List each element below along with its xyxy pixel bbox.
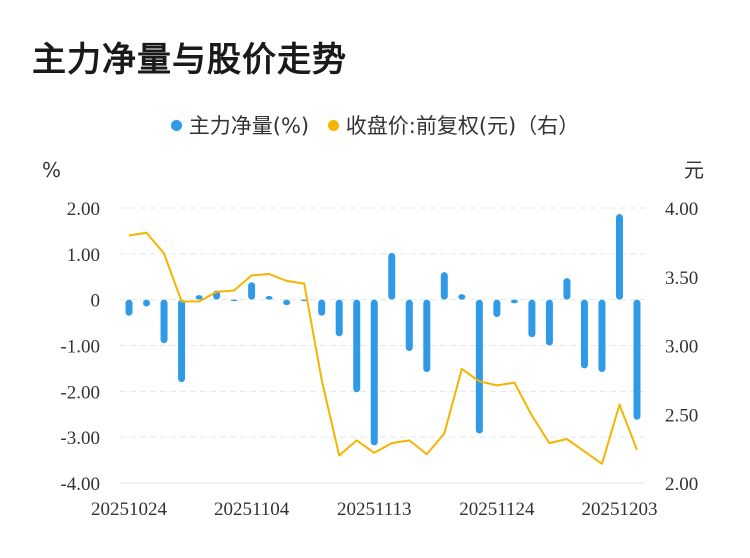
- left-tick-label: 0: [91, 291, 101, 312]
- right-axis-unit: 元: [684, 158, 704, 182]
- x-tick-label: 20251203: [581, 499, 657, 520]
- net-volume-bar[interactable]: [318, 299, 326, 316]
- left-tick-label: 2.00: [67, 199, 100, 220]
- legend: 主力净量(%) 收盘价:前复权(元)（右）: [0, 110, 750, 140]
- net-volume-bar[interactable]: [178, 299, 186, 383]
- net-volume-bar[interactable]: [335, 299, 343, 337]
- net-volume-bar[interactable]: [545, 299, 553, 346]
- gridlines: [120, 207, 645, 484]
- net-volume-bar[interactable]: [195, 295, 203, 300]
- line-series: [128, 231, 638, 465]
- left-tick-label: -1.00: [60, 337, 100, 358]
- right-tick-label: 2.00: [665, 474, 698, 495]
- net-volume-bar[interactable]: [283, 299, 291, 306]
- net-volume-bar[interactable]: [598, 299, 606, 373]
- chart-title: 主力净量与股价走势: [32, 40, 347, 80]
- legend-label-close-price: 收盘价:前复权(元)（右）: [345, 114, 580, 138]
- close-price-line[interactable]: [128, 231, 638, 465]
- bar-series: [125, 213, 641, 446]
- x-axis-ticks: 20251024 20251104 20251113 20251124 20251203: [91, 499, 657, 520]
- left-axis-unit: %: [42, 158, 61, 182]
- net-volume-bar[interactable]: [458, 294, 466, 300]
- legend-marker-net-volume: [170, 119, 182, 131]
- right-tick-label: 3.50: [665, 268, 698, 289]
- net-volume-bar[interactable]: [528, 299, 536, 338]
- net-volume-bar[interactable]: [300, 299, 308, 302]
- net-volume-bar[interactable]: [353, 299, 361, 393]
- legend-item-net-volume[interactable]: 主力净量(%): [170, 110, 310, 140]
- net-volume-bar[interactable]: [615, 213, 623, 300]
- legend-item-close-price[interactable]: 收盘价:前复权(元)（右）: [327, 110, 580, 140]
- net-volume-bar[interactable]: [475, 299, 483, 434]
- x-tick-label: 20251113: [337, 499, 412, 520]
- legend-label-net-volume: 主力净量(%): [188, 114, 310, 138]
- legend-marker-close-price: [327, 119, 339, 131]
- right-axis-ticks: 4.00 3.50 3.00 2.50 2.00: [665, 199, 698, 495]
- net-volume-bar[interactable]: [265, 296, 273, 300]
- net-volume-bar[interactable]: [248, 282, 256, 300]
- left-tick-label: 1.00: [67, 245, 100, 266]
- net-volume-bar[interactable]: [370, 299, 378, 446]
- net-volume-bar[interactable]: [580, 299, 588, 369]
- left-axis-ticks: 2.00 1.00 0 -1.00 -2.00 -3.00 -4.00: [60, 199, 100, 495]
- net-volume-bar[interactable]: [633, 299, 641, 420]
- right-tick-label: 2.50: [665, 405, 698, 426]
- x-tick-label: 20251024: [91, 499, 168, 520]
- net-volume-bar[interactable]: [423, 299, 431, 373]
- x-tick-label: 20251104: [214, 499, 290, 520]
- net-volume-bar[interactable]: [510, 299, 518, 304]
- net-volume-bar[interactable]: [160, 299, 168, 344]
- net-volume-bar[interactable]: [405, 299, 413, 351]
- x-tick-label: 20251124: [459, 499, 535, 520]
- left-tick-label: -3.00: [60, 428, 100, 449]
- left-tick-label: -2.00: [60, 382, 100, 403]
- net-volume-bar[interactable]: [440, 272, 448, 300]
- net-volume-bar[interactable]: [230, 299, 238, 302]
- net-volume-bar[interactable]: [388, 252, 396, 300]
- right-tick-label: 3.00: [665, 337, 698, 358]
- net-volume-bar[interactable]: [125, 299, 133, 316]
- net-volume-bar[interactable]: [143, 299, 151, 307]
- left-tick-label: -4.00: [60, 474, 100, 495]
- net-volume-bar[interactable]: [493, 299, 501, 318]
- right-tick-label: 4.00: [665, 199, 698, 220]
- net-volume-bar[interactable]: [563, 278, 571, 300]
